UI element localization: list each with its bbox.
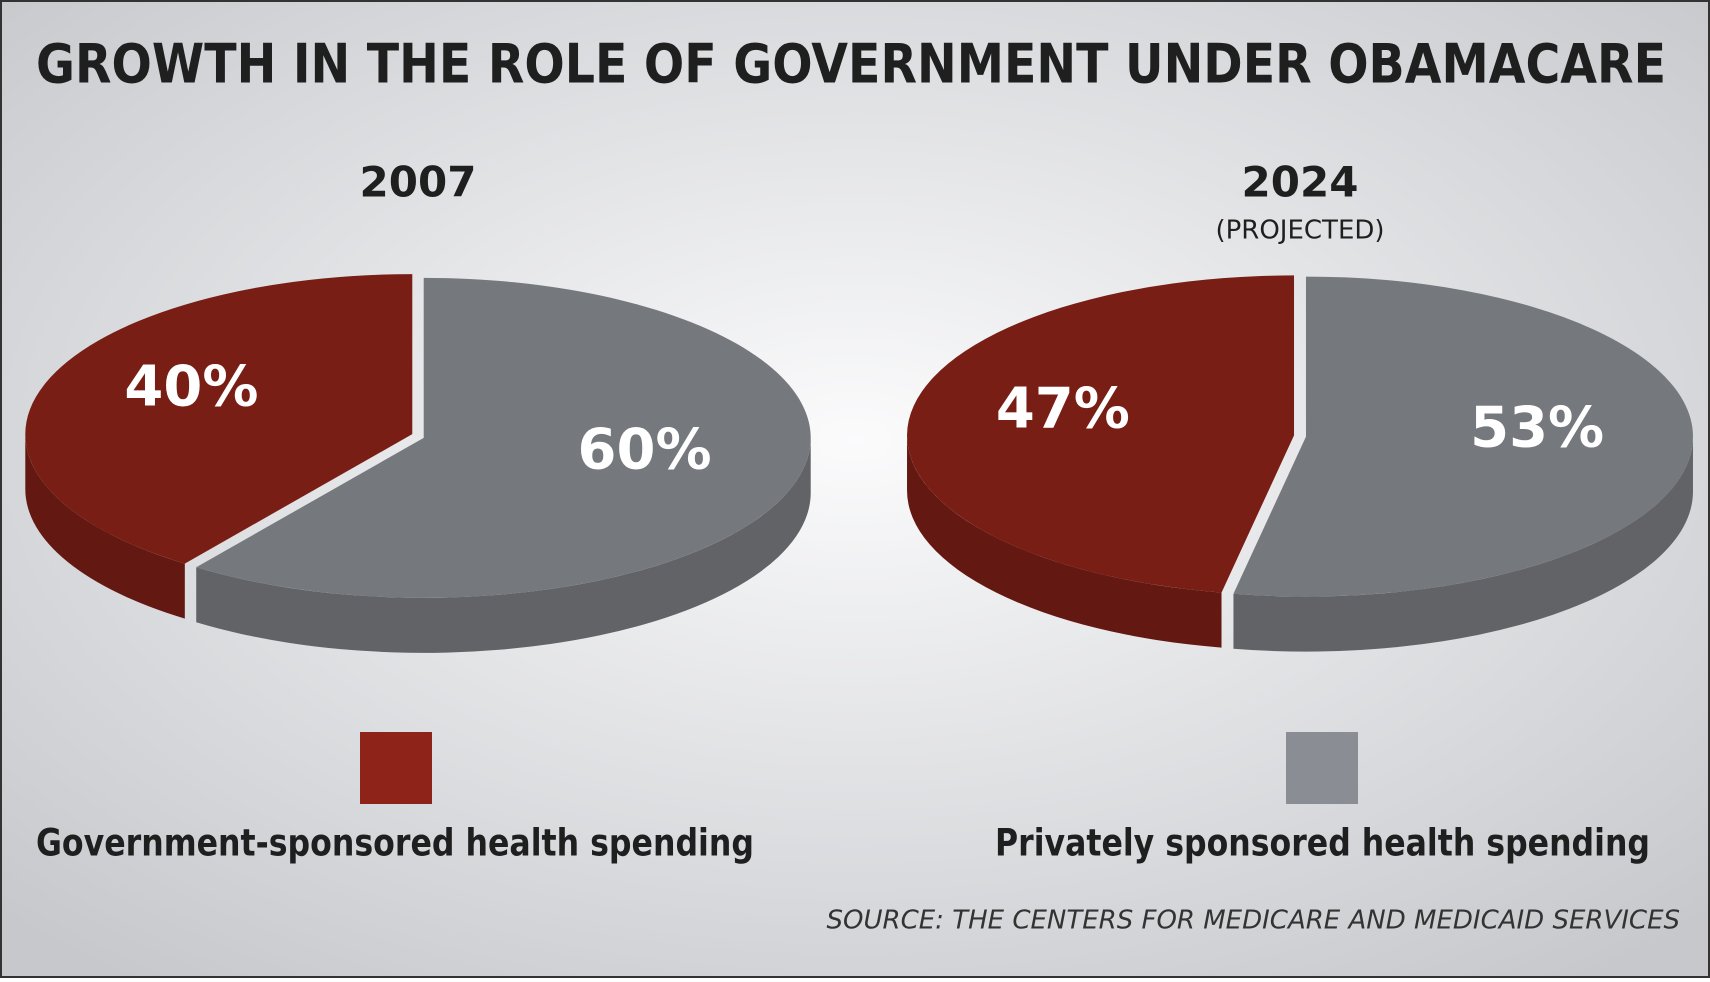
- pie-slice: [907, 275, 1295, 593]
- pie-title: 2024: [1242, 158, 1359, 207]
- data-label: 53%: [1470, 396, 1604, 461]
- legend-label: Government-sponsored health spending: [36, 822, 754, 865]
- pie-slice: [196, 277, 811, 598]
- data-label: 40%: [124, 355, 258, 420]
- pie-side: [907, 435, 1222, 648]
- pie-side: [25, 434, 185, 619]
- pie-slice: [1233, 276, 1693, 597]
- pie-side: [1233, 436, 1693, 652]
- data-label: 47%: [996, 377, 1130, 442]
- pie-title: 2007: [360, 158, 477, 207]
- title: GROWTH IN THE ROLE OF GOVERNMENT UNDER O…: [36, 33, 1666, 96]
- pie-subtitle: (PROJECTED): [1215, 216, 1384, 246]
- legend-swatch: [360, 732, 432, 804]
- pie-side: [196, 437, 811, 653]
- legend-swatch: [1286, 732, 1358, 804]
- legend-label: Privately sponsored health spending: [995, 822, 1650, 865]
- data-label: 60%: [578, 418, 712, 483]
- source: SOURCE: THE CENTERS FOR MEDICARE AND MED…: [827, 906, 1680, 936]
- pie-slice: [25, 274, 413, 564]
